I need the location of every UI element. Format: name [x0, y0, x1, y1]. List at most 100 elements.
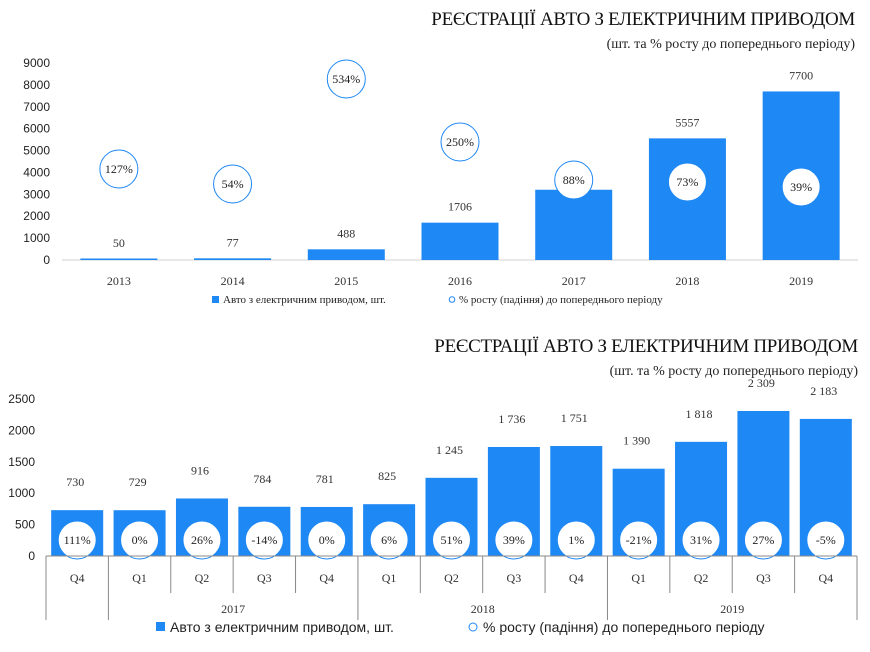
bar-2016	[421, 222, 499, 260]
x-tick-label-quarter-10: Q2	[694, 571, 709, 585]
growth-label-quarter-0: 111%	[64, 533, 91, 547]
y-tick-label: 3000	[23, 187, 50, 201]
growth-circle-quarter-2	[182, 520, 222, 560]
growth-label-quarter-12: -5%	[816, 533, 836, 547]
growth-circle-quarter-7	[494, 520, 534, 560]
growth-circle-2017	[554, 160, 594, 200]
growth-circle-2015	[326, 59, 366, 99]
growth-label-quarter-2: 26%	[191, 533, 213, 547]
chart1-title: РЕЄСТРАЦІЇ АВТО З ЕЛЕКТРИЧНИМ ПРИВОДОМ	[431, 9, 855, 30]
growth-circle-2013	[99, 149, 139, 189]
growth-label-quarter-10: 31%	[690, 533, 712, 547]
y-tick-label: 1500	[8, 455, 35, 469]
y-tick-label: 6000	[23, 122, 50, 136]
y-tick-label: 4000	[23, 165, 50, 179]
legend2-bar-label: Авто з електричним приводом, шт.	[170, 619, 394, 635]
y-tick-label: 2000	[8, 423, 35, 437]
y-tick-label: 500	[15, 518, 35, 532]
legend2-circle-swatch	[468, 622, 478, 632]
legend2-circle-label: % росту (падіння) до попереднього період…	[483, 619, 764, 635]
y-tick-label: 2500	[8, 392, 35, 406]
x-tick-label-2015: 2015	[334, 274, 358, 288]
x-tick-label-quarter-4: Q4	[319, 571, 334, 585]
growth-circle-quarter-6	[432, 520, 471, 560]
chart2-subtitle: (шт. та % росту до попереднього періоду)	[610, 364, 859, 379]
growth-label-quarter-1: 0%	[132, 533, 148, 547]
growth-label-quarter-11: 27%	[752, 533, 774, 547]
value-label-2016: 1706	[448, 200, 472, 214]
chart1-subtitle: (шт. та % росту до попереднього періоду)	[607, 37, 856, 52]
bar-2013	[80, 258, 158, 260]
growth-circle-quarter-5	[369, 520, 409, 560]
growth-circle-quarter-10	[681, 520, 721, 560]
growth-circle-quarter-1	[120, 520, 160, 560]
y-tick-label: 1000	[23, 231, 50, 245]
value-label-quarter-11: 2 309	[748, 376, 775, 390]
value-label-quarter-7: 1 736	[498, 412, 525, 426]
value-label-quarter-5: 825	[378, 469, 396, 483]
x-tick-label-2017: 2017	[562, 274, 586, 288]
y-tick-label: 1000	[8, 486, 35, 500]
growth-label-quarter-6: 51%	[441, 533, 463, 547]
value-label-quarter-4: 781	[316, 472, 334, 486]
legend1-bar-label: Авто з електричним приводом, шт.	[223, 294, 386, 306]
y-tick-label: 7000	[23, 100, 50, 114]
value-label-2014: 77	[227, 235, 239, 249]
y-tick-label: 8000	[23, 78, 50, 92]
x-tick-label-2018: 2018	[675, 274, 699, 288]
x-tick-label-quarter-9: Q1	[631, 571, 646, 585]
x-tick-label-quarter-12: Q4	[818, 571, 833, 585]
x-tick-label-quarter-1: Q1	[132, 571, 147, 585]
x-tick-label-quarter-2: Q2	[195, 571, 210, 585]
y-tick-label: 0	[43, 253, 50, 267]
growth-label-quarter-5: 6%	[381, 533, 397, 547]
growth-label-quarter-4: 0%	[319, 533, 335, 547]
y-tick-label: 5000	[23, 144, 50, 158]
x-tick-label-2014: 2014	[221, 274, 245, 288]
value-label-2013: 50	[113, 236, 125, 250]
year-label-2017: 2017	[221, 602, 245, 616]
y-tick-label: 9000	[23, 56, 50, 70]
year-label-2019: 2019	[720, 602, 744, 616]
x-tick-label-quarter-7: Q3	[507, 571, 522, 585]
x-tick-label-quarter-3: Q3	[257, 571, 272, 585]
x-tick-label-quarter-11: Q3	[756, 571, 771, 585]
growth-circle-quarter-0	[57, 520, 97, 560]
bar-2014	[194, 258, 272, 260]
x-tick-label-quarter-5: Q1	[382, 571, 397, 585]
value-label-quarter-3: 784	[253, 472, 271, 486]
growth-circle-2018	[667, 162, 707, 202]
growth-circle-quarter-3	[244, 520, 284, 560]
growth-label-2014: 54%	[222, 177, 244, 191]
x-tick-label-quarter-0: Q4	[70, 571, 85, 585]
growth-label-2019: 39%	[790, 180, 812, 194]
value-label-quarter-10: 1 818	[686, 407, 713, 421]
growth-label-2018: 73%	[676, 175, 698, 189]
growth-circle-quarter-9	[619, 520, 659, 560]
growth-label-2016: 250%	[446, 135, 474, 149]
growth-label-quarter-9: -21%	[626, 533, 652, 547]
growth-label-quarter-8: 1%	[568, 533, 584, 547]
value-label-2015: 488	[337, 226, 355, 240]
value-label-quarter-8: 1 751	[561, 411, 588, 425]
x-tick-label-2013: 2013	[107, 274, 131, 288]
legend1-bar-swatch	[212, 296, 219, 303]
value-label-quarter-12: 2 183	[810, 384, 837, 398]
value-label-quarter-0: 730	[66, 475, 84, 489]
chart2-title: РЕЄСТРАЦІЇ АВТО З ЕЛЕКТРИЧНИМ ПРИВОДОМ	[434, 336, 858, 357]
legend1-circle-swatch	[448, 296, 456, 303]
growth-circle-quarter-4	[307, 520, 347, 560]
growth-label-2013: 127%	[105, 162, 133, 176]
value-label-2019: 7700	[789, 68, 813, 82]
legend2-bar-swatch	[156, 622, 165, 631]
value-label-quarter-2: 916	[191, 463, 209, 477]
growth-circle-2016	[440, 122, 480, 162]
growth-label-quarter-3: -14%	[251, 533, 277, 547]
value-label-quarter-9: 1 390	[623, 434, 650, 448]
growth-label-2015: 534%	[332, 72, 360, 86]
y-tick-label: 2000	[23, 209, 50, 223]
chart2-legend: Авто з електричним приводом, шт. % росту…	[156, 619, 764, 635]
x-tick-label-quarter-6: Q2	[444, 571, 459, 585]
bar-2017	[535, 189, 613, 260]
